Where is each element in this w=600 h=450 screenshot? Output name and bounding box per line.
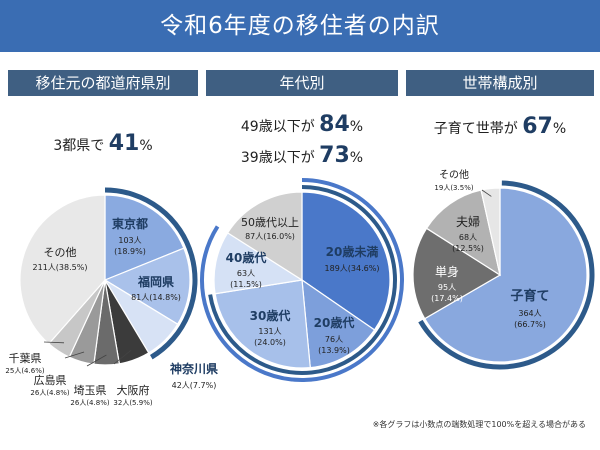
pref-leader-6: [43, 341, 65, 344]
highlight-age-39: 39歳以下が 73%: [241, 143, 363, 168]
header-age: 年代別: [206, 70, 398, 96]
pref-count-kanagawa: 42人(7.7%): [172, 381, 217, 390]
age-slice-3: [213, 232, 304, 295]
header-household: 世帯構成別: [406, 70, 594, 96]
age-slice-1: [301, 278, 376, 369]
house-count-other: 19人(3.5%): [434, 184, 473, 192]
house-pct-single: (17.4%): [431, 294, 463, 303]
house-pct-childrearing: (66.7%): [514, 320, 546, 329]
house-ring: [418, 180, 595, 370]
house-slice-2: [425, 189, 501, 277]
pref-label-kanagawa: 神奈川県: [170, 361, 218, 376]
house-pct-couple: (12.5%): [452, 244, 484, 253]
pref-count-fukuoka: 81人(14.8%): [131, 293, 181, 302]
house-slice-1: [412, 227, 502, 320]
pref-leader-3: [113, 350, 132, 365]
pref-leader-4: [86, 354, 107, 367]
age-pct-20s: (13.9%): [318, 346, 350, 355]
pref-label-4: 埼玉県: [74, 383, 107, 397]
highlight-prefecture: 3都県で 41%: [53, 131, 152, 156]
house-label-couple: 夫婦: [456, 214, 480, 229]
pref-label-6: 千葉県: [9, 351, 42, 365]
title-bar: [0, 0, 600, 52]
highlight-age-49: 49歳以下が 84%: [241, 112, 363, 137]
age-ring-inner: [208, 185, 397, 375]
house-count-couple: 68人: [459, 233, 477, 242]
pref-slice-7: [19, 194, 106, 345]
pref-ring: [104, 187, 198, 360]
pref-count-other: 211人(38.5%): [33, 263, 88, 272]
house-leader-other: [481, 189, 492, 197]
age-count-20s: 76人: [325, 335, 343, 344]
age-count-50plus: 87人(16.0%): [245, 232, 295, 241]
age-label-40s: 40歳代: [226, 250, 267, 265]
highlight-household: 子育て世帯が 67%: [434, 114, 566, 139]
pref-count-tokyo: 103人: [118, 236, 141, 245]
pref-count-3: 32人(5.9%): [113, 399, 152, 407]
age-slice-2: [214, 279, 311, 369]
pref-label-fukuoka: 福岡県: [137, 274, 174, 289]
age-count-under20: 189人(34.6%): [325, 264, 380, 273]
pref-label-3: 大阪府: [117, 383, 150, 397]
footnote: ※各グラフは小数点の端数処理で100%を超える場合がある: [372, 420, 586, 429]
age-slice-4: [226, 191, 303, 282]
age-label-50plus: 50歳代以上: [241, 216, 299, 229]
header-prefecture: 移住元の都道府県別: [8, 70, 198, 96]
age-label-20s: 20歳代: [314, 315, 355, 330]
age-ring-outer: [200, 178, 404, 382]
age-label-under20: 20歳未満: [326, 244, 379, 259]
page-title: 令和6年度の移住者の内訳: [160, 13, 440, 39]
pref-slice-1: [103, 247, 191, 326]
house-label-childrearing: 子育て: [510, 288, 549, 304]
pref-slice-0: [104, 194, 185, 281]
house-count-single: 95人: [438, 283, 456, 292]
pref-pct-tokyo: (18.9%): [114, 247, 146, 256]
pref-count-4: 26人(4.8%): [70, 399, 109, 407]
age-pct-30s: (24.0%): [254, 338, 286, 347]
age-slice-0: [301, 191, 391, 331]
age-pct-40s: (11.5%): [230, 280, 262, 289]
pref-count-6: 25人(4.6%): [5, 367, 44, 375]
house-label-other: その他: [439, 168, 469, 181]
house-slice-0: [423, 187, 588, 363]
pref-label-5: 広島県: [34, 373, 67, 387]
age-count-40s: 63人: [237, 269, 255, 278]
pref-label-other: その他: [44, 246, 77, 259]
pref-leader-5: [64, 351, 85, 359]
house-count-childrearing: 364人: [518, 309, 541, 318]
pref-label-tokyo: 東京都: [112, 216, 148, 231]
house-slice-3: [480, 187, 501, 276]
pref-count-5: 26人(4.8%): [30, 389, 69, 397]
age-count-30s: 131人: [258, 327, 281, 336]
house-label-single: 単身: [435, 264, 459, 279]
age-label-30s: 30歳代: [250, 308, 291, 323]
